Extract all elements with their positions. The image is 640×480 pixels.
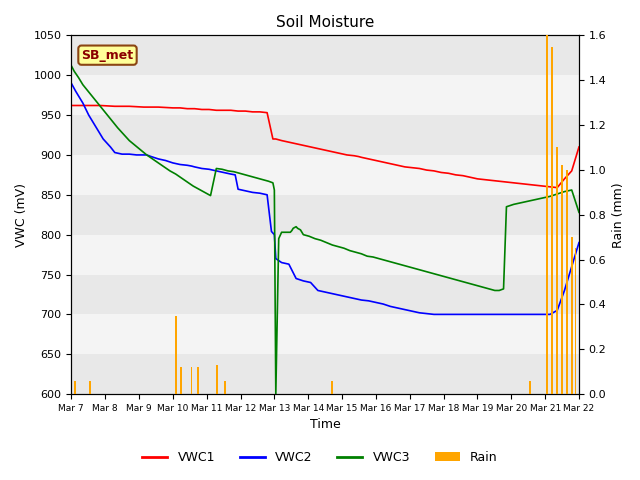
Bar: [71, 275, 579, 314]
Bar: [71, 195, 579, 235]
Bar: [197, 367, 199, 394]
Bar: [331, 381, 333, 394]
Text: SB_met: SB_met: [81, 48, 134, 61]
Bar: [180, 367, 182, 394]
Bar: [71, 314, 579, 354]
Bar: [71, 235, 579, 275]
Bar: [216, 365, 218, 394]
Bar: [566, 170, 568, 394]
X-axis label: Time: Time: [310, 419, 340, 432]
Bar: [572, 237, 573, 394]
Bar: [71, 115, 579, 155]
Legend: VWC1, VWC2, VWC3, Rain: VWC1, VWC2, VWC3, Rain: [138, 446, 502, 469]
Bar: [89, 381, 91, 394]
Bar: [175, 316, 177, 394]
Bar: [74, 381, 76, 394]
Bar: [556, 147, 558, 394]
Title: Soil Moisture: Soil Moisture: [276, 15, 374, 30]
Y-axis label: Rain (mm): Rain (mm): [612, 182, 625, 248]
Bar: [71, 155, 579, 195]
Bar: [575, 248, 577, 394]
Bar: [546, 36, 548, 394]
Y-axis label: VWC (mV): VWC (mV): [15, 183, 28, 247]
Bar: [561, 166, 563, 394]
Bar: [225, 381, 226, 394]
Bar: [71, 75, 579, 115]
Bar: [191, 367, 192, 394]
Bar: [71, 36, 579, 75]
Bar: [71, 354, 579, 394]
Bar: [551, 47, 553, 394]
Bar: [529, 381, 531, 394]
